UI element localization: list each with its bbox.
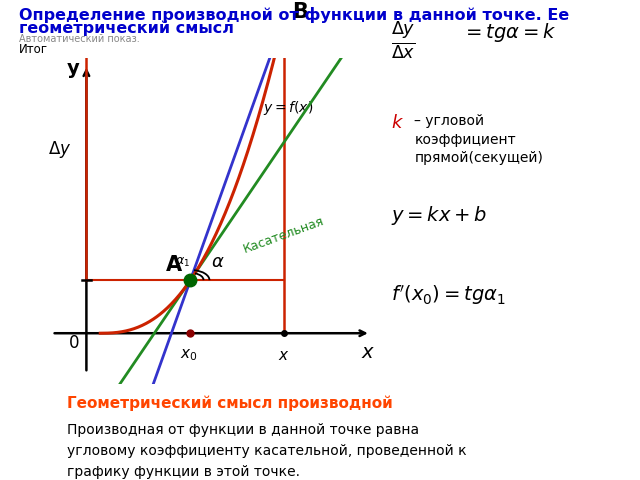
Text: 0: 0 [68, 334, 79, 352]
Text: B: B [292, 2, 308, 22]
Text: $y = kx + b$: $y = kx + b$ [390, 204, 487, 228]
Text: угловому коэффициенту касательной, проведенной к: угловому коэффициенту касательной, прове… [67, 444, 467, 458]
Text: $y = f(x)$: $y = f(x)$ [263, 99, 314, 117]
Text: $= tg\alpha = k$: $= tg\alpha = k$ [461, 21, 556, 44]
Text: $x$: $x$ [278, 348, 290, 363]
Text: $\Delta y$: $\Delta y$ [49, 139, 72, 160]
Text: y: y [67, 59, 79, 78]
Text: Определение производной от функции в данной точке. Ее: Определение производной от функции в дан… [19, 7, 570, 23]
Text: x: x [362, 343, 373, 361]
Text: $k$: $k$ [390, 114, 404, 132]
Text: – угловой
коэффициент
прямой(секущей): – угловой коэффициент прямой(секущей) [414, 114, 543, 165]
Text: $\alpha$: $\alpha$ [211, 253, 225, 271]
Text: Производная от функции в данной точке равна: Производная от функции в данной точке ра… [67, 423, 419, 437]
Text: $\alpha_1$: $\alpha_1$ [175, 255, 189, 268]
Text: Геометрический смысл производной: Геометрический смысл производной [67, 396, 393, 411]
Text: A: A [166, 255, 182, 276]
Text: Итог: Итог [19, 43, 48, 56]
Text: $f'(x_0) = tg\alpha_1$: $f'(x_0) = tg\alpha_1$ [390, 283, 506, 307]
Text: графику функции в этой точке.: графику функции в этой точке. [67, 465, 300, 479]
Text: $\frac{\Delta y}{\Delta x}$: $\frac{\Delta y}{\Delta x}$ [390, 21, 415, 62]
Text: Автоматический показ.: Автоматический показ. [19, 34, 140, 44]
Text: геометрический смысл: геометрический смысл [19, 20, 234, 36]
Text: Касательная: Касательная [242, 215, 326, 256]
Text: $x_0$: $x_0$ [180, 348, 197, 363]
